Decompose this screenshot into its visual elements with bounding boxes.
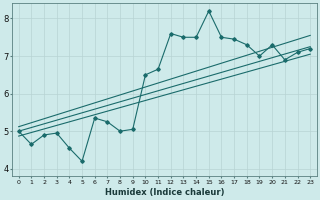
X-axis label: Humidex (Indice chaleur): Humidex (Indice chaleur) [105,188,224,197]
